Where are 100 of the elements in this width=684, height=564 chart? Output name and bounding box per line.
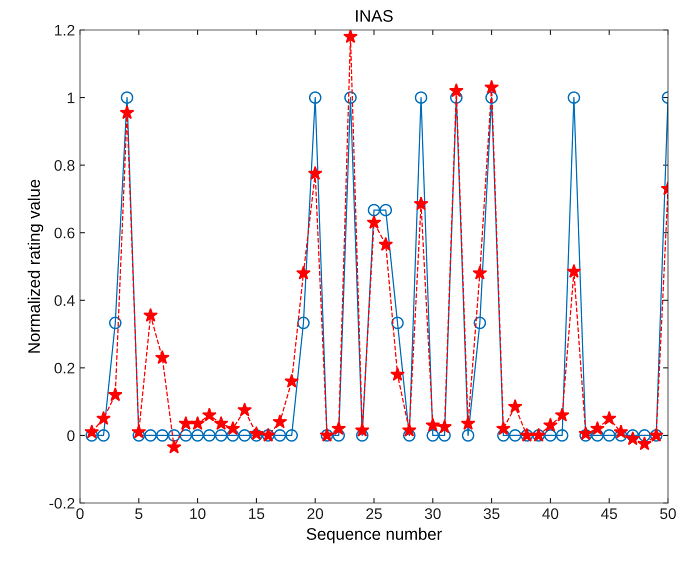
point — [508, 429, 522, 442]
point — [356, 429, 368, 442]
point — [637, 436, 652, 450]
x-tick-label: 15 — [249, 508, 264, 520]
point — [226, 429, 240, 442]
point — [544, 429, 557, 442]
point — [460, 416, 476, 430]
point — [366, 214, 382, 229]
point — [403, 429, 416, 442]
point — [96, 410, 111, 425]
point — [308, 166, 322, 180]
point — [450, 91, 463, 104]
y-tick-label: 0.6 — [54, 228, 74, 238]
point — [414, 91, 428, 104]
point — [474, 316, 486, 330]
point — [249, 426, 264, 440]
y-tick-label: 0.8 — [54, 160, 74, 171]
x-tick-label: 35 — [484, 508, 500, 520]
point — [97, 429, 110, 442]
point — [202, 408, 217, 422]
point — [226, 421, 240, 435]
point — [190, 416, 205, 430]
point — [602, 429, 616, 442]
point — [426, 429, 440, 442]
point — [638, 429, 651, 442]
point — [472, 266, 488, 280]
point — [578, 426, 593, 440]
point — [437, 419, 452, 434]
point — [156, 429, 169, 442]
point — [120, 91, 134, 104]
point — [132, 424, 146, 438]
point — [274, 429, 286, 442]
point — [296, 266, 311, 280]
x-tick-label: 10 — [190, 508, 206, 520]
y-tick-label: 0.4 — [54, 295, 75, 306]
point — [554, 408, 570, 422]
point — [579, 429, 592, 442]
point — [297, 316, 310, 330]
point — [426, 418, 440, 432]
point — [214, 416, 228, 430]
point — [120, 105, 134, 120]
point — [402, 422, 417, 437]
y-tick-label: -0.2 — [49, 498, 74, 509]
point — [285, 429, 298, 442]
point — [449, 83, 464, 98]
point — [203, 429, 216, 442]
point — [390, 366, 405, 381]
point — [368, 204, 380, 216]
point — [378, 236, 394, 251]
point — [331, 421, 346, 435]
point — [556, 429, 568, 442]
point — [508, 399, 522, 414]
y-tick-label: 1 — [68, 92, 74, 104]
x-axis-title: Sequence number — [306, 528, 442, 544]
point — [238, 429, 251, 442]
point — [438, 429, 451, 442]
x-tick-label: 0 — [76, 508, 84, 520]
point — [308, 91, 322, 104]
chart-title: INAS — [356, 10, 393, 22]
point — [354, 422, 370, 437]
x-tick-label: 20 — [307, 508, 324, 520]
point — [143, 308, 158, 322]
point — [144, 429, 157, 442]
x-tick-label: 30 — [424, 508, 441, 520]
point — [568, 91, 580, 104]
point — [485, 91, 498, 104]
y-axis-title: Normalized rating value — [28, 180, 44, 353]
point — [591, 429, 604, 442]
y-tick-label: 1.2 — [55, 24, 74, 36]
point — [168, 429, 180, 442]
point — [484, 80, 499, 94]
point — [191, 429, 204, 442]
point — [250, 429, 263, 442]
point — [84, 424, 100, 438]
point — [109, 316, 122, 330]
point — [625, 431, 640, 446]
point — [178, 416, 194, 430]
point — [590, 421, 605, 435]
point — [332, 429, 345, 442]
x-tick-label: 40 — [542, 508, 558, 520]
x-tick-label: 5 — [135, 508, 142, 520]
x-tick-label: 45 — [601, 508, 618, 520]
point — [543, 418, 558, 432]
point — [566, 264, 582, 278]
point — [214, 429, 228, 442]
point — [155, 350, 170, 364]
point — [344, 91, 357, 104]
point — [602, 410, 616, 425]
point — [496, 421, 511, 435]
point — [391, 316, 404, 330]
point — [180, 429, 192, 442]
point — [462, 429, 474, 442]
point — [380, 204, 392, 216]
point — [614, 424, 628, 438]
point — [237, 402, 252, 416]
y-tick-label: 0.2 — [54, 362, 74, 374]
y-tick-label: 0 — [67, 430, 75, 442]
point — [497, 429, 510, 442]
point — [343, 30, 358, 44]
point — [284, 374, 299, 388]
